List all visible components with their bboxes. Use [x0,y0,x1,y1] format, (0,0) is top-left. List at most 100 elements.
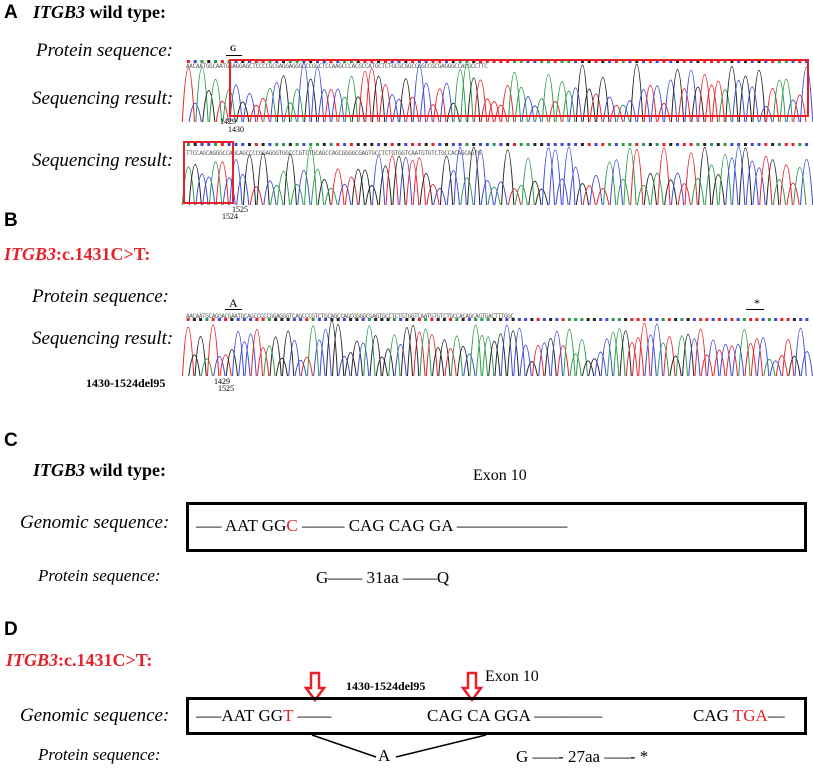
base-call-dot [249,318,253,321]
chromatogram-peak [514,86,528,123]
base-call-dot [445,143,449,146]
base-call-dot [764,60,768,63]
base-call-dot [791,60,795,63]
chromatogram-peak [538,342,551,377]
base-call-dot [699,318,703,321]
chromatogram-peak [718,154,732,206]
base-call-dot [771,60,775,63]
base-call-dot [451,143,455,146]
highlight-box-2 [183,141,234,204]
chromatogram-peak [550,330,563,377]
base-call-dot [380,318,384,321]
chromatogram-peak [460,64,474,123]
base-call-dot [594,143,598,146]
base-call-dot [649,318,653,321]
base-call-dot [336,60,340,63]
chromatogram-peak [514,184,528,206]
base-call-dot [608,143,612,146]
genomic-sequence-segment: CAG CA GGA –––––––– [427,706,602,726]
chromatogram-peak [372,154,386,206]
chromatogram-peak [494,104,508,123]
chromatogram-peak [257,347,270,377]
deletion-start-arrow-icon [303,671,327,703]
sequence-dash: –– [767,706,785,725]
chromatogram-peak [772,79,787,123]
chromatogram-peak [392,99,406,123]
chromatogram-peak [213,355,226,377]
base-call-dot [526,60,530,63]
chromatogram-peak [677,183,691,206]
base-call-dot [757,143,761,146]
base-call-dot [574,143,578,146]
base-call-dot [512,143,516,146]
chromatogram-peak [297,169,311,206]
chromatogram-peak [331,88,345,123]
base-call-dot [791,143,795,146]
base-call-dot [530,318,534,321]
chromatogram-peak [324,89,338,123]
base-call-dot [411,60,415,63]
chromatogram-peak [698,147,712,206]
chromatogram-peak [688,338,701,377]
chromatogram-peak [378,165,393,206]
chromatogram-peak [636,184,651,206]
base-call-dot [311,318,315,321]
base-call-dot [567,60,571,63]
base-call-dot [761,318,765,321]
base-call-dot [230,318,234,321]
base-call-dot [499,60,503,63]
chromatogram-peak [700,354,713,377]
chromatogram-peak [399,157,413,206]
base-call-dot [224,318,228,321]
mutated-base: C [286,516,298,535]
chromatogram-peak [304,78,318,123]
base-call-dot [587,60,591,63]
sequence-dash: ––––––––––––– [452,516,568,535]
base-call-dot [370,60,374,63]
base-call-dot [499,143,503,146]
base-call-dot [275,60,279,63]
panel-b-title: ITGB3:c.1431C>T: [4,244,150,265]
chromatogram-peak [616,104,630,123]
base-call-dot [430,318,434,321]
chromatogram-peak [704,164,719,206]
base-call-dot [512,60,516,63]
base-call-dot [330,318,334,321]
base-call-dot [799,318,803,321]
base-call-dot [774,318,778,321]
base-call-dot [254,60,258,63]
base-call-dot [370,143,374,146]
base-call-dot [242,318,246,321]
base-call-dot [397,143,401,146]
base-call-dot [642,60,646,63]
base-call-dot [261,318,265,321]
chromatogram-peak [382,348,395,377]
base-call-dot [736,318,740,321]
chromatogram-peak [208,79,223,123]
base-call-dot [703,143,707,146]
gene-name: ITGB3 [4,244,57,264]
base-call-dot [397,60,401,63]
base-call-dot [485,60,489,63]
base-call-dot [749,318,753,321]
chromatogram-peak [392,155,406,206]
chromatogram-peak [181,67,196,123]
chromatogram-peak [779,79,793,123]
base-call-dot [757,60,761,63]
panel-d-letter: D [4,619,18,640]
chromatogram-peak [596,187,610,206]
base-call-dot [805,143,809,146]
chromatogram-peak [582,88,596,123]
protein-sequence: G –––- 27aa –––- * [516,747,649,766]
chromatogram-peak [307,325,320,377]
base-call-dot [288,143,292,146]
position-label: 1525 [232,205,248,214]
base-call-dot [580,60,584,63]
chromatogram-peak [745,86,759,123]
chromatogram-peak [433,188,447,206]
chromatogram-peak [704,84,719,123]
base-call-dot [628,60,632,63]
chromatogram-peak [788,355,801,377]
base-call-dot [295,143,299,146]
base-call-dot [661,318,665,321]
